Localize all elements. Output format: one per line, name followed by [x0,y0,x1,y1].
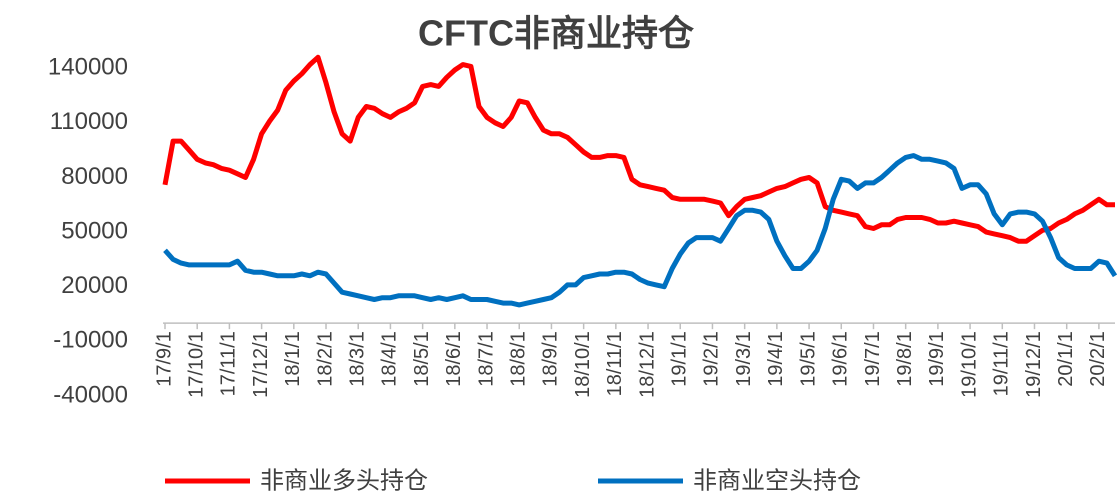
x-tick-label: 18/7/1 [475,331,497,387]
x-tick-label: 19/1/1 [669,331,691,387]
legend-label: 非商业空头持仓 [693,467,861,494]
x-tick-label: 18/3/1 [347,331,369,387]
x-tick-label: 18/10/1 [572,331,594,398]
chart-title: CFTC非商业持仓 [418,13,694,54]
x-tick-label: 19/9/1 [926,331,948,387]
x-tick-label: 18/1/1 [282,331,304,387]
x-tick-label: 19/2/1 [701,331,723,387]
legend-label: 非商业多头持仓 [260,467,428,494]
x-tick-label: 19/5/1 [797,331,819,387]
x-tick-label: 18/9/1 [540,331,562,387]
y-tick-label: 50000 [61,217,128,244]
x-tick-label: 20/2/1 [1087,331,1109,387]
x-tick-label: 19/10/1 [958,331,980,398]
x-tick-label: 17/12/1 [250,331,272,398]
x-tick-label: 18/2/1 [314,331,336,387]
x-tick-label: 18/11/1 [604,331,626,396]
x-tick-label: 19/4/1 [765,331,787,387]
x-tick-label: 18/6/1 [443,331,465,387]
y-tick-label: 80000 [61,163,128,190]
x-tick-label: 19/3/1 [733,331,755,387]
line-series [163,153,1118,308]
x-tick-label: 19/8/1 [894,331,916,387]
x-tick-label: 19/12/1 [1023,331,1045,398]
x-tick-label: 18/5/1 [411,331,433,387]
x-tick-label: 18/4/1 [379,331,401,387]
y-tick-label: -40000 [53,381,128,408]
line-series [162,54,1115,244]
x-tick-label: 17/9/1 [153,331,175,387]
y-tick-label: 20000 [61,272,128,299]
y-tick-label: 140000 [48,54,128,81]
x-tick-label: 18/12/1 [636,331,658,398]
x-tick-label: 19/11/1 [991,331,1013,396]
y-tick-label: 110000 [50,108,128,135]
x-tick-label: 19/6/1 [830,331,852,387]
x-tick-label: 19/7/1 [862,331,884,387]
y-tick-label: -10000 [53,327,128,354]
x-tick-label: 18/8/1 [508,331,530,387]
x-tick-label: 17/10/1 [185,331,207,398]
x-tick-label: 17/11/1 [218,331,240,396]
x-tick-label: 20/1/1 [1055,331,1077,387]
